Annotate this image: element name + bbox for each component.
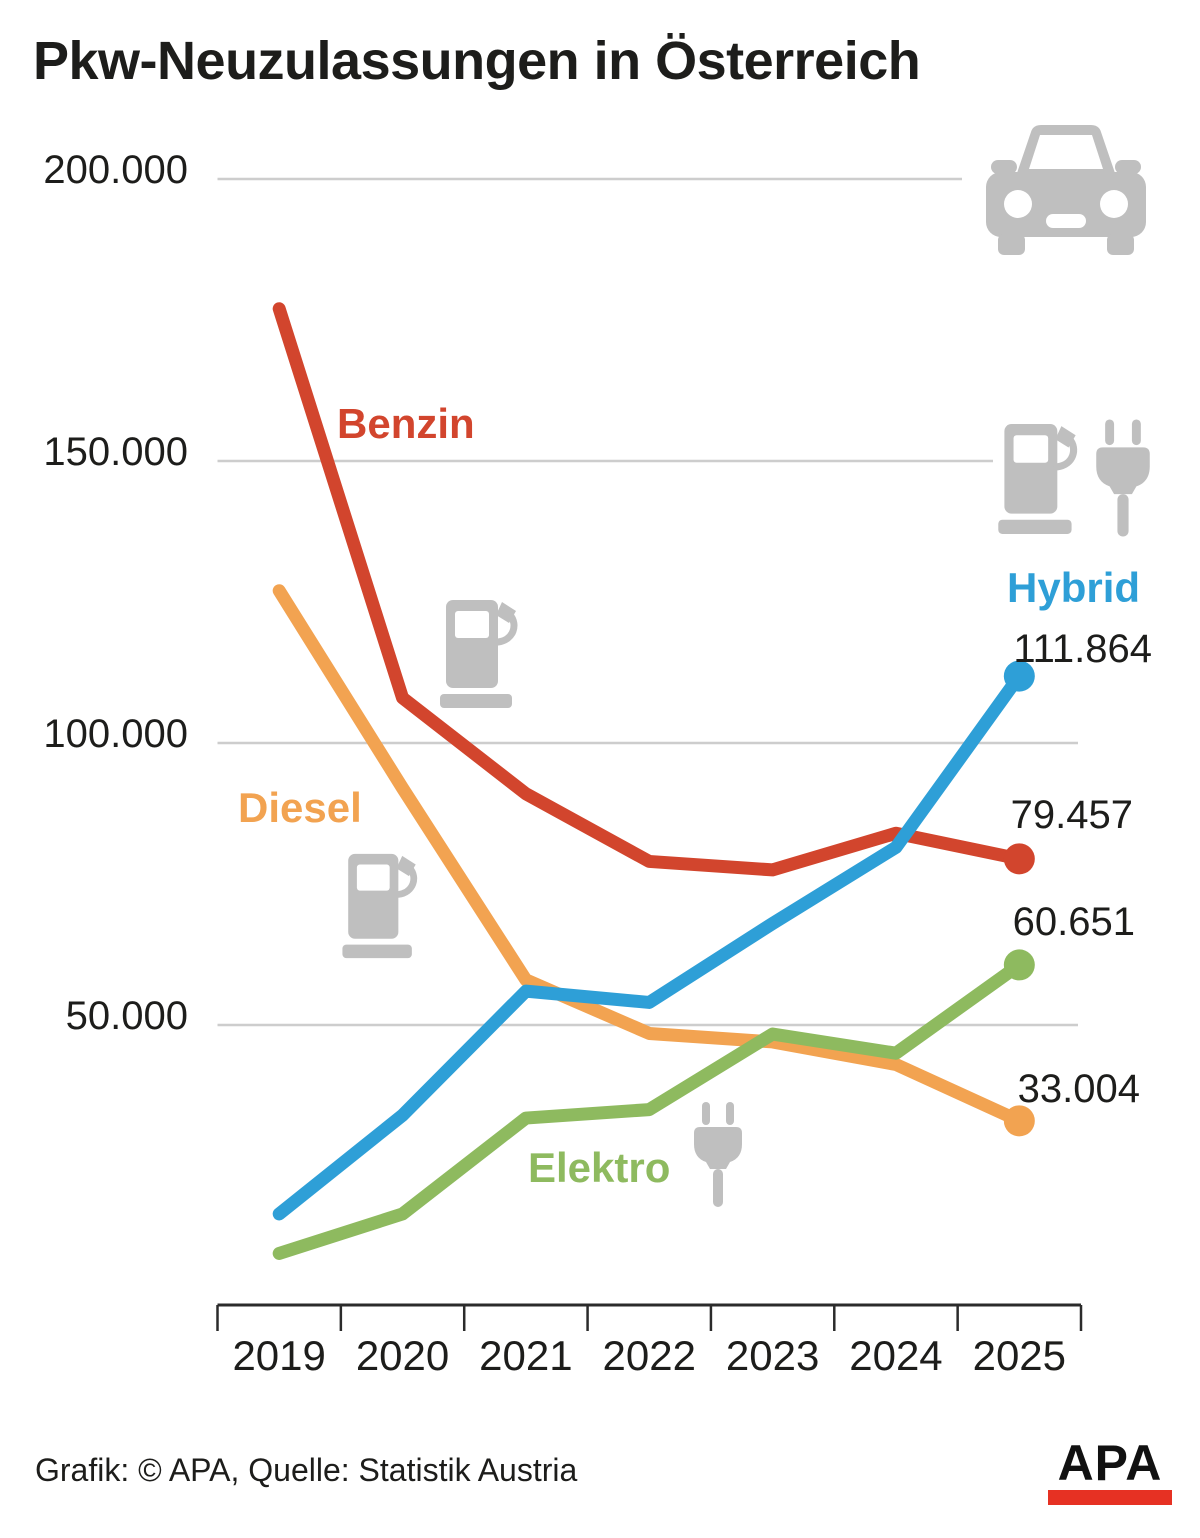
fuel-pump-icon-benzin	[440, 600, 518, 708]
x-axis-year-label: 2020	[355, 1332, 450, 1379]
y-axis-tick-label: 150.000	[43, 430, 188, 474]
fuel-pump-icon-hybrid	[998, 424, 1078, 534]
apa-logo: APA	[1048, 1438, 1172, 1505]
y-axis-tick-label: 100.000	[43, 712, 188, 756]
power-plug-icon-elektro	[694, 1102, 742, 1207]
fuel-pump-icon-diesel	[342, 853, 418, 959]
elektro-endpoint-dot	[1003, 949, 1035, 981]
x-axis-year-label: 2021	[479, 1332, 573, 1379]
benzin-series-label: Benzin	[337, 400, 475, 447]
hybrid-endpoint-dot	[1003, 660, 1035, 692]
x-axis-year-label: 2024	[849, 1332, 943, 1379]
diesel-series-label: Diesel	[238, 784, 362, 831]
diesel-endpoint-dot	[1003, 1105, 1035, 1137]
benzin-endpoint-dot	[1003, 843, 1035, 875]
y-axis-tick-label: 200.000	[43, 148, 188, 192]
benzin-line	[272, 302, 1026, 877]
benzin-value-label: 79.457	[1010, 793, 1133, 837]
elektro-line	[272, 958, 1026, 1260]
elektro-value-label: 60.651	[1012, 900, 1135, 944]
diesel-line	[272, 584, 1026, 1128]
car-icon	[986, 125, 1146, 255]
x-axis-year-label: 2025	[972, 1332, 1067, 1379]
power-plug-icon-hybrid	[1096, 419, 1150, 537]
hybrid-series-label: Hybrid	[1007, 564, 1141, 611]
chart-title: Pkw-Neuzulassungen in Österreich	[33, 31, 921, 91]
hybrid-line	[272, 669, 1026, 1221]
source-credit: Grafik: © APA, Quelle: Statistik Austria	[35, 1452, 578, 1488]
diesel-value-label: 33.004	[1017, 1067, 1140, 1111]
hybrid-value-label: 111.864	[1013, 627, 1152, 671]
apa-logo-text: APA	[1057, 1435, 1163, 1491]
x-axis-year-label: 2023	[725, 1332, 820, 1379]
apa-logo-underline	[1048, 1490, 1172, 1505]
y-axis-tick-label: 50.000	[65, 994, 188, 1038]
x-axis-year-label: 2019	[232, 1332, 326, 1379]
elektro-series-label: Elektro	[528, 1144, 671, 1191]
x-axis-year-label: 2022	[602, 1332, 696, 1379]
